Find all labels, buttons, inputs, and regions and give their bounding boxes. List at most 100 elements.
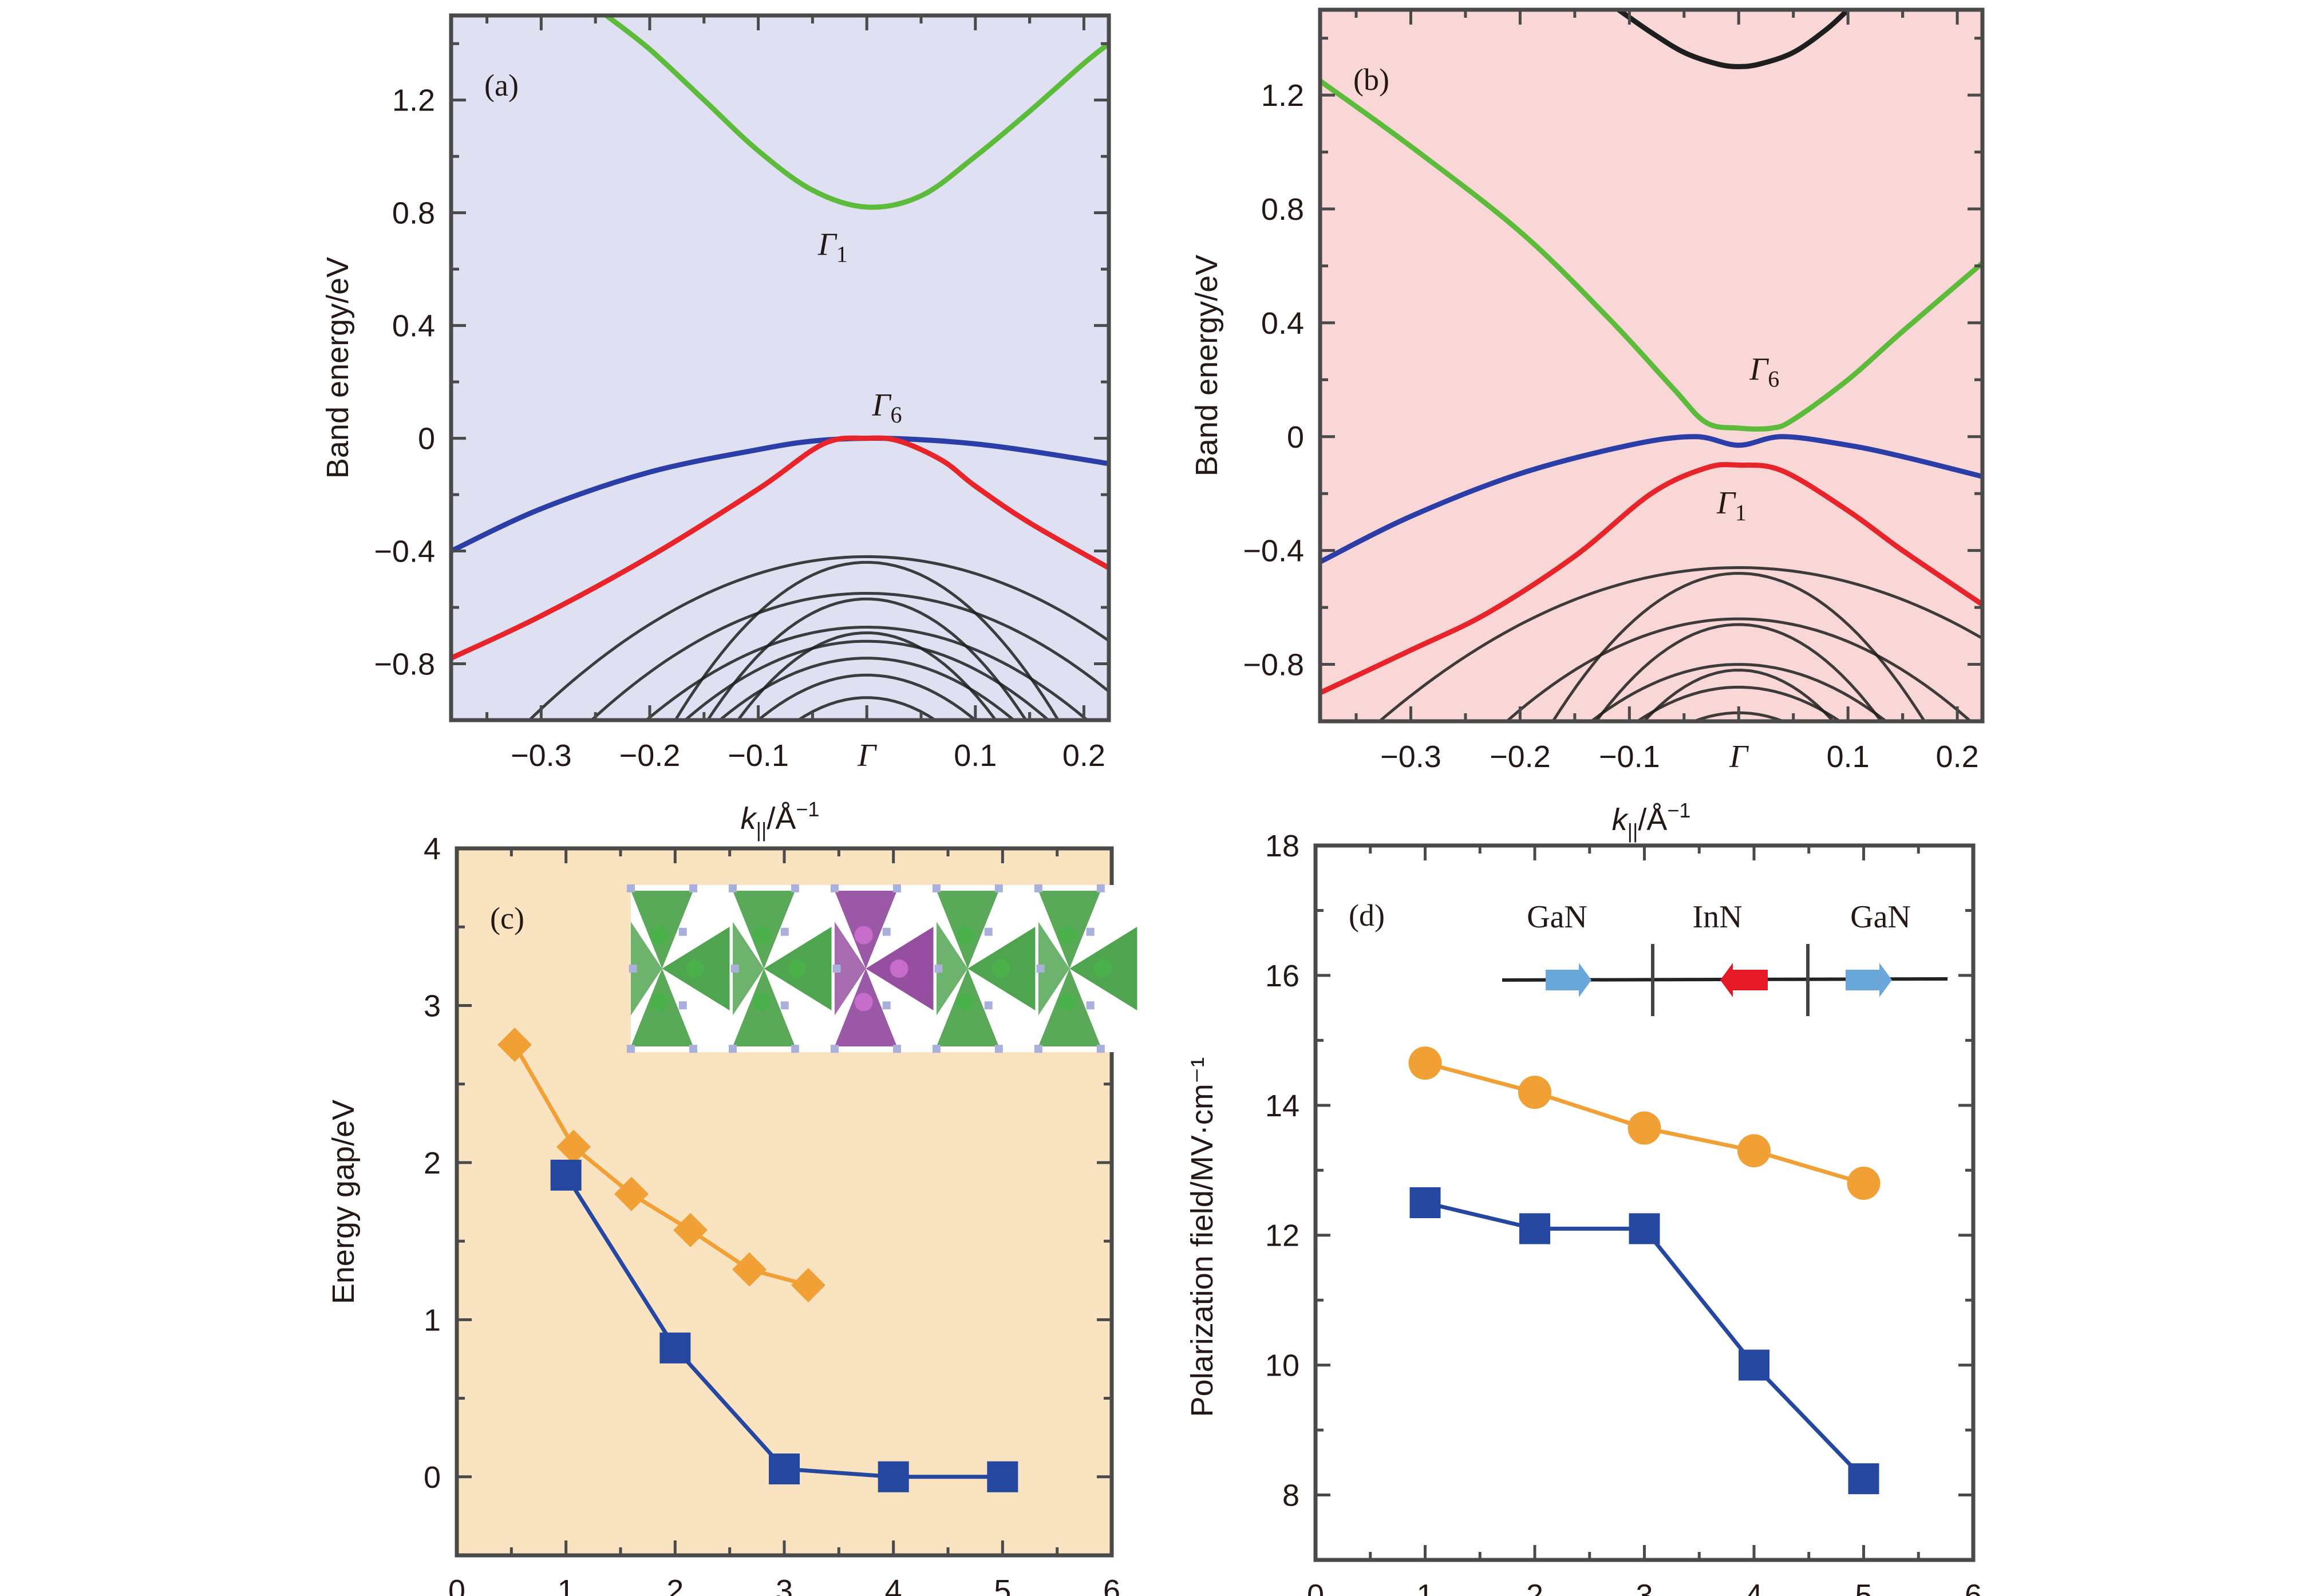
n-atom [984, 1001, 993, 1010]
x-tick-label: −0.3 [1380, 740, 1441, 774]
data-point-diamond [791, 1267, 825, 1302]
data-point-square [550, 1159, 582, 1191]
x-tick-label: 2 [1526, 1578, 1543, 1596]
band-line-black [1504, 617, 1973, 721]
band-line-black [683, 639, 1051, 720]
x-tick-label: Γ [1729, 739, 1749, 775]
tetrahedron [834, 922, 866, 1016]
y-tick-label: 8 [1282, 1479, 1299, 1513]
x-tick-label: −0.3 [511, 738, 572, 773]
n-atom [791, 884, 799, 892]
gamma-symbol: Γ [1716, 485, 1736, 521]
ga-atom [752, 993, 771, 1012]
x-axis-title-part: || [756, 818, 767, 842]
y-tick-label: −0.4 [374, 535, 435, 569]
data-point-square [1848, 1463, 1879, 1495]
plot-area [1408, 1046, 1881, 1495]
valence-light--line [451, 435, 1109, 661]
n-atom [932, 1045, 941, 1053]
x-tick-label: 2 [666, 1574, 684, 1596]
y-tick-label: −0.4 [1243, 534, 1304, 568]
x-tick-label: 6 [1103, 1574, 1120, 1596]
n-atom [678, 1001, 687, 1010]
data-point-square [659, 1332, 691, 1364]
y-tick-label: 0 [418, 422, 435, 456]
conduction-1--line [605, 15, 1109, 210]
n-atom [882, 927, 891, 936]
ga-atom [650, 993, 669, 1012]
arrow-right-icon [1846, 963, 1892, 997]
y-tick-label: −0.8 [374, 647, 435, 682]
y-tick-label: 0.4 [1261, 306, 1304, 341]
y-axis-title: Band energy/eV [321, 257, 355, 479]
n-atom [780, 927, 789, 936]
ga-atom [956, 926, 975, 945]
plot-frame [449, 13, 1111, 722]
n-atom [689, 884, 697, 892]
tetrahedron [631, 922, 662, 1016]
arrow-right-icon [1546, 963, 1591, 997]
gamma-subscript: 1 [1735, 500, 1747, 526]
n-atom [728, 884, 737, 892]
x-tick-label: Γ [857, 738, 877, 773]
x-tick-label: 0.2 [1062, 738, 1105, 773]
data-point-square [1739, 1349, 1769, 1381]
x-tick-label: 0 [448, 1574, 465, 1596]
plot-background [451, 15, 1109, 720]
data-point-circle [1408, 1046, 1442, 1080]
x-tick-label: −0.1 [728, 738, 789, 773]
x-tick-label: 0.1 [954, 738, 997, 773]
data-point-circle [1628, 1111, 1661, 1145]
polarization-direction-inset: GaN InN GaN [1502, 899, 1948, 1016]
valence-1--line [1320, 462, 1982, 696]
y-tick-label: 12 [1265, 1219, 1299, 1253]
y-tick-label: 0 [424, 1460, 441, 1495]
ga-atom [752, 926, 771, 945]
deep-band-bundle [1377, 566, 1982, 721]
tetrahedron [732, 922, 764, 1016]
y-tick-label: 16 [1265, 959, 1299, 993]
tetrahedron [1038, 922, 1070, 1016]
n-atom [892, 884, 901, 892]
band-line-black [1589, 663, 1889, 721]
n-atom [882, 1001, 891, 1010]
data-point-square [1409, 1187, 1441, 1218]
in-atom [854, 993, 873, 1012]
n-atom [730, 965, 739, 973]
plot-area [497, 1028, 1018, 1492]
n-atom [627, 884, 635, 892]
n-atom [892, 1045, 901, 1053]
y-tick-label: 1.2 [392, 84, 435, 118]
valence-heavy--line [1320, 434, 1982, 564]
y-tick-label: 2 [424, 1146, 441, 1180]
inn-unit [830, 884, 934, 1053]
crystal-structure-inset [627, 884, 1151, 1053]
gamma-symbol: Γ [872, 388, 892, 423]
upper-band-line [1617, 10, 1850, 69]
ga-atom [1058, 926, 1077, 945]
data-point-circle [1518, 1076, 1551, 1109]
n-atom [1034, 1045, 1042, 1053]
x-tick-label: 0 [1307, 1578, 1324, 1596]
plot-frame [1313, 843, 1976, 1562]
gan-unit [728, 884, 832, 1053]
band-line-black [756, 673, 978, 720]
n-atom [994, 1045, 1003, 1053]
x-tick-label: −0.1 [1599, 740, 1660, 774]
x-axis-title-part: −1 [1667, 799, 1690, 822]
x-tick-label: 5 [1855, 1578, 1872, 1596]
x-tick-label: 0.1 [1827, 740, 1870, 774]
data-point-circle [1737, 1134, 1771, 1168]
material-label: InN [1692, 899, 1742, 935]
n-atom [934, 965, 943, 973]
y-tick-label: 1.2 [1261, 78, 1304, 113]
n-atom [1096, 1045, 1105, 1053]
gamma-symbol: Γ [817, 227, 838, 263]
n-atom [689, 1045, 697, 1053]
data-point-diamond [614, 1176, 649, 1211]
gamma-subscript: 1 [836, 242, 848, 267]
x-axis-title-part: −1 [796, 797, 819, 821]
band-line-black [1551, 572, 1926, 721]
x-tick-label: 4 [1745, 1578, 1763, 1596]
